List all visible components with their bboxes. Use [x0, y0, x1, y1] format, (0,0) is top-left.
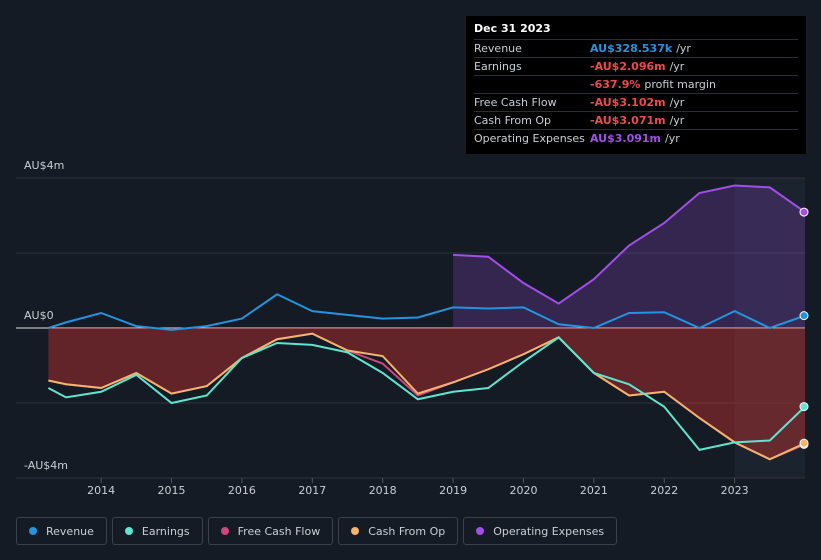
tooltip-unit: /yr	[676, 42, 691, 55]
chart: AU$4m AU$0 -AU$4m 2014 2015 2016 2017 2018 2019 2…	[16, 159, 809, 497]
tooltip-label: Free Cash Flow	[474, 96, 557, 109]
legend-label: Free Cash Flow	[237, 524, 321, 538]
tooltip-date: Dec 31 2023	[474, 22, 551, 35]
x-tick-label: 2017	[298, 484, 326, 497]
tooltip-row: -637.9% profit margin	[474, 75, 798, 93]
x-tick-label: 2019	[439, 484, 467, 497]
tooltip-value: -AU$3.102m	[590, 96, 666, 109]
x-tick-label: 2014	[87, 484, 115, 497]
tooltip-row: Operating Expenses AU$3.091m/yr	[474, 129, 798, 147]
legend-item[interactable]: Free Cash Flow	[207, 517, 334, 545]
line	[47, 336, 806, 451]
legend: Revenue Earnings Free Cash Flow Cash From O…	[16, 517, 618, 545]
legend-item[interactable]: Cash From Op	[338, 517, 459, 545]
x-tick-label: 2021	[580, 484, 608, 497]
legend-swatch	[220, 527, 229, 535]
line	[48, 293, 806, 331]
y-tick-label: AU$0	[24, 309, 54, 322]
tooltip-unit: profit margin	[644, 78, 716, 91]
tooltip-label: Revenue	[474, 42, 522, 55]
x-tick-label: 2022	[650, 484, 678, 497]
legend-swatch	[351, 527, 360, 535]
line	[48, 332, 806, 461]
x-tick-label: 2015	[158, 484, 186, 497]
tooltip-row: Cash From Op -AU$3.071m/yr	[474, 111, 798, 129]
legend-item[interactable]: Earnings	[111, 517, 203, 545]
legend-swatch	[124, 527, 133, 535]
tooltip-value: AU$3.091m	[590, 132, 662, 145]
y-tick-label: -AU$4m	[24, 459, 68, 472]
tooltip-value: -AU$2.096m	[590, 60, 666, 73]
legend-label: Operating Expenses	[493, 524, 605, 538]
end-point	[799, 207, 809, 217]
legend-item[interactable]: Revenue	[16, 517, 107, 545]
x-tick-label: 2016	[228, 484, 256, 497]
y-tick-label: AU$4m	[24, 159, 64, 172]
x-tick-label: 2018	[369, 484, 397, 497]
tooltip-label: Earnings	[474, 60, 522, 73]
tooltip-value: -637.9%	[590, 78, 641, 91]
tooltip: Dec 31 2023 Revenue AU$328.537k/yr Earnings…	[466, 16, 806, 154]
tooltip-row: Revenue AU$328.537k/yr	[474, 39, 798, 57]
area	[453, 185, 805, 328]
tooltip-unit: /yr	[669, 96, 685, 109]
tooltip-unit: /yr	[669, 114, 685, 127]
tooltip-unit: /yr	[665, 132, 680, 145]
legend-item[interactable]: Operating Expenses	[463, 517, 618, 545]
legend-swatch	[29, 527, 37, 535]
legend-label: Earnings	[141, 524, 190, 538]
end-point	[799, 438, 809, 448]
tooltip-label: Operating Expenses	[474, 132, 585, 145]
legend-label: Cash From Op	[368, 524, 446, 538]
tooltip-unit: /yr	[669, 60, 685, 73]
tooltip-label: Cash From Op	[474, 114, 552, 127]
x-tick-label: 2023	[721, 484, 749, 497]
line	[453, 184, 806, 305]
end-point	[799, 311, 809, 321]
tooltip-value: -AU$3.071m	[590, 114, 666, 127]
x-tick-label: 2020	[509, 484, 537, 497]
end-point	[799, 402, 809, 412]
legend-label: Revenue	[46, 524, 94, 538]
legend-swatch	[476, 527, 485, 535]
tooltip-value: AU$328.537k	[590, 42, 673, 55]
tooltip-row: Earnings -AU$2.096m/yr	[474, 57, 798, 75]
tooltip-row: Free Cash Flow -AU$3.102m/yr	[474, 93, 798, 111]
